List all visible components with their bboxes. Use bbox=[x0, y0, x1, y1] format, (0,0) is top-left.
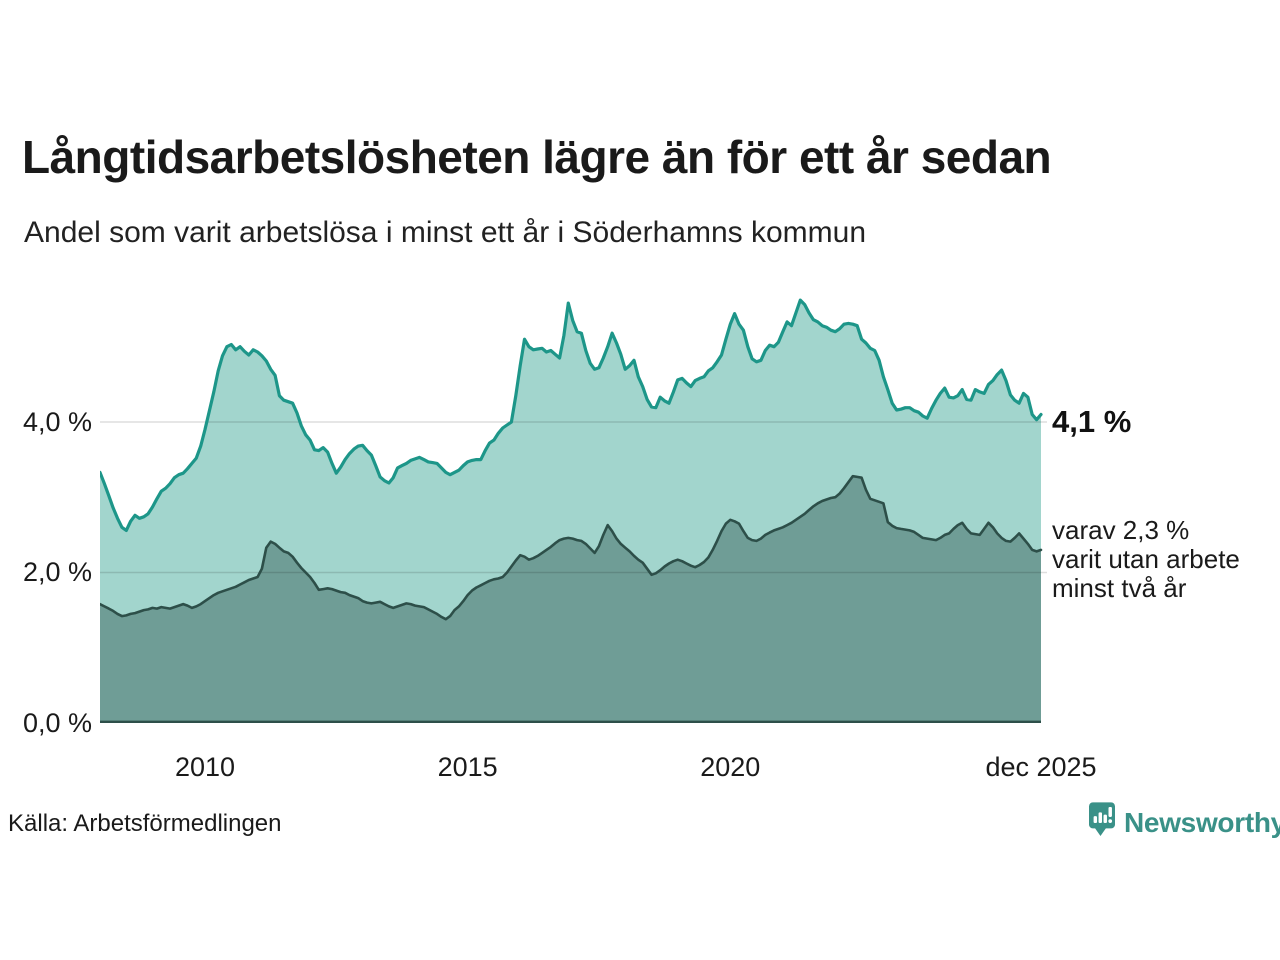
plot-area bbox=[98, 280, 1047, 723]
series2-end-value-label: varav 2,3 % varit utan arbete minst två … bbox=[1052, 515, 1240, 603]
newsworthy-logo: Newsworthy bbox=[1089, 802, 1280, 839]
page-subtitle: Andel som varit arbetslösa i minst ett å… bbox=[24, 216, 867, 249]
x-tick-label: 2010 bbox=[174, 752, 236, 782]
x-tick-label: dec 2025 bbox=[985, 752, 1097, 782]
y-tick-label: 0,0 % bbox=[22, 708, 92, 738]
newsworthy-logo-text: Newsworthy bbox=[1124, 807, 1280, 838]
y-tick-label: 4,0 % bbox=[22, 406, 92, 437]
y-tick-label: 2,0 % bbox=[22, 557, 92, 588]
series2-area-fill bbox=[100, 476, 1041, 723]
series1-line bbox=[98, 298, 1043, 532]
area-chart bbox=[98, 298, 1047, 723]
x-tick-label: 2020 bbox=[700, 752, 761, 782]
series2-line bbox=[98, 474, 1043, 621]
x-tick-label: 2015 bbox=[437, 752, 498, 782]
source-credit: Källa: Arbetsförmedlingen bbox=[8, 810, 282, 837]
series1-end-value-label: 4,1 % bbox=[1052, 404, 1132, 439]
page-title: Långtidsarbetslösheten lägre än för ett … bbox=[22, 131, 1052, 183]
newsworthy-bubble-icon bbox=[1089, 802, 1115, 837]
